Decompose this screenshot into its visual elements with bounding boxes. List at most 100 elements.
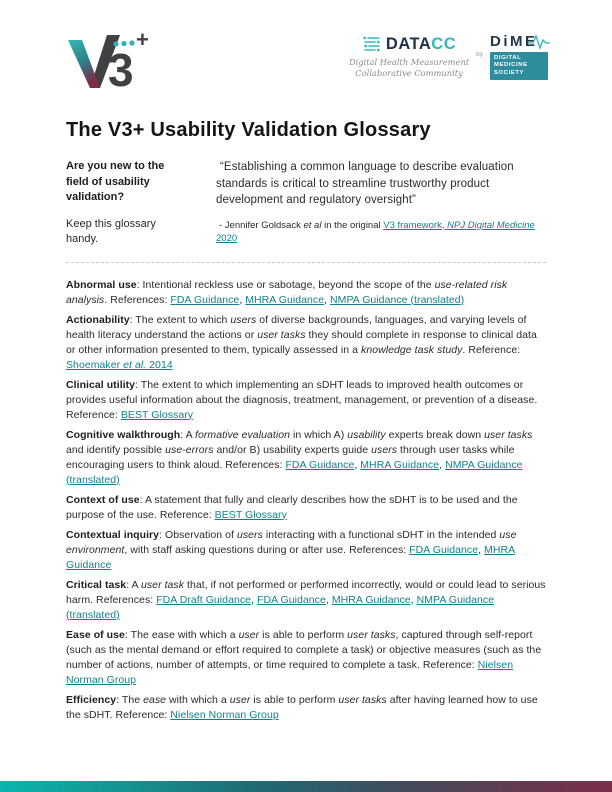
text-segment: and/or B) usability experts guide <box>213 443 372 456</box>
reference-link[interactable]: NPJ Digital Medicine <box>447 219 535 231</box>
text-segment: is able to perform <box>259 628 348 641</box>
dime-box-line3: SOCIETY <box>494 69 525 76</box>
text-segment: : The extent to which implementing an sD… <box>66 378 538 421</box>
reference-link[interactable]: FDA Guidance <box>409 543 479 556</box>
header: 3 + <box>0 0 612 92</box>
text-segment: : A statement that fully and clearly des… <box>66 493 518 521</box>
text-segment: user tasks <box>347 628 396 641</box>
glossary-entry: Critical task: A user task that, if not … <box>66 578 546 623</box>
footer-gradient-bar <box>0 781 612 792</box>
glossary-entry: Efficiency: The ease with which a user i… <box>66 693 546 723</box>
reference-link[interactable]: MHRA Guidance <box>331 593 411 606</box>
datacc-wordmark: DATACC <box>386 35 456 54</box>
dime-wordmark-text: DiME <box>490 33 538 50</box>
text-segment: interacting with a functional sDHT in th… <box>262 528 500 541</box>
text-segment: users <box>371 443 398 456</box>
reference-link[interactable]: et al. <box>123 358 147 371</box>
glossary-entry: Context of use: A statement that fully a… <box>66 493 546 523</box>
sidebar-question: Are you new to the field of usability va… <box>66 160 165 203</box>
text-segment: : Intentional reckless use or sabotage, … <box>136 278 435 291</box>
text-segment: . References: <box>104 293 171 306</box>
text-segment: after having learned how to use the sDHT… <box>66 693 538 721</box>
datacc-wordmark-teal: CC <box>431 34 457 53</box>
page-title: The V3+ Usability Validation Glossary <box>66 119 431 141</box>
text-segment: , with staff asking questions during or … <box>124 543 410 556</box>
text-segment: formative evaluation <box>195 428 290 441</box>
svg-text:3: 3 <box>108 44 134 88</box>
text-segment: , <box>410 593 417 606</box>
text-segment: : The <box>116 693 144 706</box>
text-segment: user task <box>140 578 185 591</box>
glossary-term: Abnormal use <box>66 278 137 291</box>
reference-link[interactable]: 2020 <box>216 233 238 244</box>
dime-wordmark: DiME <box>490 33 550 51</box>
text-segment: . Reference: <box>462 343 521 356</box>
glossary-term: Actionability <box>66 313 130 326</box>
reference-link[interactable]: NMPA Guidance (translated) <box>330 293 465 306</box>
reference-link[interactable]: MHRA Guidance <box>66 543 516 571</box>
reference-link[interactable]: FDA Guidance <box>170 293 240 306</box>
reference-link[interactable]: FDA Guidance <box>285 458 355 471</box>
text-segment: : The ease with which a <box>124 628 239 641</box>
text-segment: : Observation of <box>159 528 237 541</box>
datacc-icon <box>363 36 380 52</box>
quote-text: “Establishing a common language to descr… <box>216 161 514 206</box>
text-segment: , <box>478 543 485 556</box>
reference-link[interactable]: NMPA Guidance (translated) <box>66 593 495 621</box>
glossary-entry: Actionability: The extent to which users… <box>66 313 546 373</box>
text-segment: use environment <box>66 528 517 556</box>
text-segment: , <box>439 458 446 471</box>
glossary-list: Abnormal use: Intentional reckless use o… <box>66 278 546 723</box>
glossary-term: Efficiency <box>66 693 117 706</box>
text-segment: user <box>238 628 260 641</box>
text-segment: - Jennifer Goldsack <box>219 219 304 231</box>
reference-link[interactable]: Nielsen Norman Group <box>66 658 514 686</box>
svg-text:+: + <box>136 30 149 52</box>
reference-link[interactable]: BEST Glossary <box>120 408 194 421</box>
text-segment: , <box>324 293 331 306</box>
glossary-term: Cognitive walkthrough <box>66 428 181 441</box>
glossary-entry: Contextual inquiry: Observation of users… <box>66 528 546 573</box>
reference-link[interactable]: MHRA Guidance <box>245 293 325 306</box>
intro-quote-block: “Establishing a common language to descr… <box>216 159 546 248</box>
text-segment: use-errors <box>165 443 214 456</box>
glossary-term: Context of use <box>66 493 140 506</box>
reference-link[interactable]: Nielsen Norman Group <box>170 708 279 721</box>
header-right-logos: DATACC Digital Health Measurement Collab… <box>349 33 550 81</box>
reference-link[interactable]: MHRA Guidance <box>360 458 440 471</box>
text-segment: in which A) <box>289 428 348 441</box>
dime-pulse-icon <box>528 34 550 50</box>
text-segment: with which a <box>166 693 230 706</box>
text-segment: that, if not performed or performed inco… <box>66 578 546 606</box>
dime-logo: DiME DIGITAL MEDICINE SOCIETY <box>490 33 550 81</box>
text-segment: users <box>236 528 263 541</box>
reference-link[interactable]: FDA Guidance <box>256 593 326 606</box>
glossary-entry: Clinical utility: The extent to which im… <box>66 378 546 423</box>
text-segment: in the original <box>321 219 384 231</box>
text-segment: through user tasks while encouraging use… <box>66 443 515 471</box>
text-segment: and identify possible <box>66 443 166 456</box>
text-segment: users <box>230 313 257 326</box>
reference-link[interactable]: FDA Draft Guidance <box>156 593 252 606</box>
reference-link[interactable]: BEST Glossary <box>214 508 287 521</box>
v3plus-logo: 3 + <box>66 30 154 88</box>
quote-attribution: - Jennifer Goldsack et al in the origina… <box>216 219 546 246</box>
reference-link[interactable]: Shoemaker <box>66 358 124 371</box>
intro-section: Are you new to the field of usability va… <box>66 159 546 248</box>
text-segment: user tasks <box>338 693 387 706</box>
text-segment: : The extent to which <box>129 313 231 326</box>
text-segment: ease <box>143 693 167 706</box>
text-segment: : A <box>126 578 141 591</box>
reference-link[interactable]: V3 framework, <box>383 219 448 231</box>
reference-link[interactable]: 2014 <box>146 358 173 371</box>
dime-box-line1: DIGITAL <box>494 55 522 61</box>
text-segment: , <box>354 458 361 471</box>
text-segment: knowledge task study <box>361 343 463 356</box>
datacc-wordmark-dark: DATA <box>385 34 432 53</box>
glossary-term: Critical task <box>66 578 127 591</box>
text-segment: use-related risk analysis <box>66 278 508 306</box>
dashed-divider <box>66 261 546 263</box>
text-segment: , <box>325 593 332 606</box>
reference-link[interactable]: NMPA Guidance (translated) <box>66 458 523 486</box>
